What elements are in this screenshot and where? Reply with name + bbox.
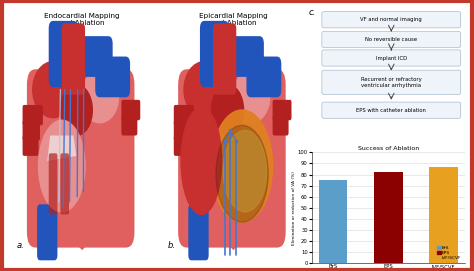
Text: b.: b. xyxy=(168,241,176,250)
Polygon shape xyxy=(47,136,76,161)
Text: Epicardial Mapping
and Ablation: Epicardial Mapping and Ablation xyxy=(199,13,268,26)
FancyBboxPatch shape xyxy=(322,12,461,28)
Ellipse shape xyxy=(232,72,270,123)
Text: No reversible cause: No reversible cause xyxy=(365,37,417,42)
Text: Endocardial Mapping
and Ablation: Endocardial Mapping and Ablation xyxy=(45,13,120,26)
FancyBboxPatch shape xyxy=(49,21,78,87)
FancyBboxPatch shape xyxy=(62,23,85,95)
FancyBboxPatch shape xyxy=(174,105,194,125)
Y-axis label: Elimination or reduction of VA (%): Elimination or reduction of VA (%) xyxy=(292,171,296,245)
FancyBboxPatch shape xyxy=(273,100,292,120)
Text: c.: c. xyxy=(309,8,316,17)
Text: a.: a. xyxy=(17,241,25,250)
Ellipse shape xyxy=(211,85,244,136)
FancyBboxPatch shape xyxy=(273,115,289,136)
FancyBboxPatch shape xyxy=(200,21,229,87)
Legend: BrS, EPS, IVF/SCVF: BrS, EPS, IVF/SCVF xyxy=(436,245,462,261)
FancyBboxPatch shape xyxy=(23,136,38,156)
Ellipse shape xyxy=(81,72,118,123)
FancyBboxPatch shape xyxy=(214,36,264,77)
FancyBboxPatch shape xyxy=(178,69,286,248)
Title: Success of Ablation: Success of Ablation xyxy=(357,146,419,151)
Polygon shape xyxy=(64,232,100,250)
FancyBboxPatch shape xyxy=(322,50,461,66)
FancyBboxPatch shape xyxy=(246,57,282,97)
FancyBboxPatch shape xyxy=(37,204,57,260)
Bar xyxy=(374,172,402,263)
FancyBboxPatch shape xyxy=(174,120,191,141)
FancyBboxPatch shape xyxy=(49,153,57,214)
Text: Recurrent or refractory
ventricular arrhythmia: Recurrent or refractory ventricular arrh… xyxy=(361,77,422,88)
FancyBboxPatch shape xyxy=(63,36,113,77)
FancyBboxPatch shape xyxy=(322,70,461,95)
FancyBboxPatch shape xyxy=(121,115,137,136)
Ellipse shape xyxy=(184,62,225,118)
FancyBboxPatch shape xyxy=(27,69,135,248)
FancyBboxPatch shape xyxy=(23,105,43,125)
Bar xyxy=(319,180,347,263)
Ellipse shape xyxy=(223,130,267,212)
FancyBboxPatch shape xyxy=(174,136,190,156)
Text: VF and normal imaging: VF and normal imaging xyxy=(360,17,422,22)
Ellipse shape xyxy=(38,120,85,212)
Bar xyxy=(429,167,457,263)
FancyBboxPatch shape xyxy=(95,57,130,97)
Ellipse shape xyxy=(216,125,268,222)
Ellipse shape xyxy=(181,108,222,214)
Ellipse shape xyxy=(211,110,273,222)
FancyBboxPatch shape xyxy=(322,102,461,118)
FancyBboxPatch shape xyxy=(213,23,236,95)
FancyBboxPatch shape xyxy=(121,100,140,120)
Text: Implant ICD: Implant ICD xyxy=(376,56,407,60)
Ellipse shape xyxy=(60,85,92,136)
FancyBboxPatch shape xyxy=(60,153,69,214)
Text: EPS with catheter ablation: EPS with catheter ablation xyxy=(356,108,426,113)
FancyBboxPatch shape xyxy=(23,120,40,141)
FancyBboxPatch shape xyxy=(188,204,209,260)
FancyBboxPatch shape xyxy=(322,31,461,48)
Polygon shape xyxy=(216,232,251,250)
Ellipse shape xyxy=(33,62,73,118)
